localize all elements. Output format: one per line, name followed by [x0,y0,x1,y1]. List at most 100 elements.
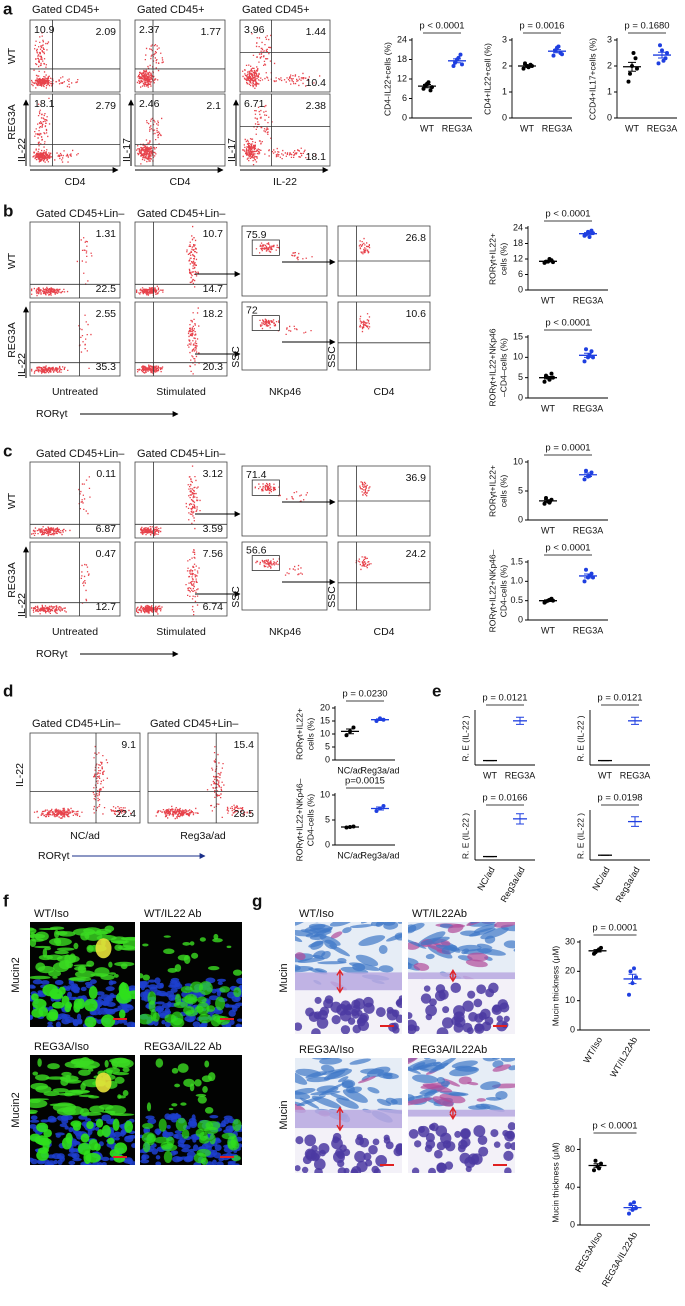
tissue-strand [374,1039,388,1049]
goblet-cell [118,1009,126,1019]
tissue-strand [480,1081,501,1091]
error-bar [628,973,637,985]
mucus [30,1082,49,1090]
tissue-strand [447,924,464,934]
quadrant-value: 6.71 [244,98,265,110]
flow-plot [134,221,228,299]
condition-label: Reg3a/ad [180,830,226,842]
mucus [66,961,73,969]
crypt [468,1011,478,1022]
flow-plot [29,221,121,299]
nucleus [59,1123,68,1128]
image-title: WT/Iso [34,908,69,920]
tissue-strand [466,922,486,926]
x-tick-label: REG3A [573,525,604,535]
crypt [471,1153,483,1165]
data-point [582,477,587,482]
micrograph [295,1039,402,1173]
nucleus [159,982,164,989]
mucus [52,976,58,979]
nucleus [76,1013,82,1021]
tissue-strand [503,1036,514,1046]
quadrant-value: 14.7 [203,283,224,295]
tissue-strand [408,924,417,934]
p-value: p = 0.0001 [592,923,637,934]
gate-label: Gated CD45+ [137,4,205,16]
mucus [208,1072,216,1082]
nucleus [205,1145,212,1151]
p-value: p < 0.0001 [545,543,590,554]
nucleus [216,989,221,997]
p-value: p=0.0015 [345,776,385,787]
p-value: p = 0.0121 [482,693,527,704]
panel-label: f [3,891,9,910]
quadrant-value: 71.4 [246,469,267,481]
nucleus [162,1131,169,1139]
data-point [632,1200,636,1205]
p-value: p < 0.0001 [545,318,590,329]
error-bar [516,716,524,725]
crypt [485,988,495,998]
tissue-strand [508,1065,515,1071]
y-axis-label: RORγt+IL22+NKp46 [487,328,497,406]
event-cloud [358,237,371,255]
x-tick-label: WT [520,123,534,133]
y-tick-label: 2 [607,60,612,70]
data-point [582,579,587,584]
goblet-cell [198,1013,212,1024]
tissue-strand [408,959,421,971]
y-tick-label: 18 [397,54,407,64]
data-point [628,71,632,76]
nucleus [177,1139,185,1146]
p-value: p < 0.0001 [419,21,464,32]
data-point [542,501,547,506]
mucus [204,1060,210,1068]
gate-label: Gated CD45+Lin– [137,208,226,220]
error-bar [584,352,592,358]
mucus [56,947,75,951]
quadrant-value: 3.59 [203,523,224,535]
goblet-cell [101,1014,116,1027]
goblet-cell [197,996,207,1004]
y-tick-label: 0 [518,514,523,524]
nucleus [101,1114,112,1122]
image-title: REG3A/Iso [34,1041,89,1053]
nucleus [84,1118,92,1122]
nucleus [170,987,178,993]
tissue-strand [408,1058,419,1066]
quadrant-value: 24.2 [406,548,427,560]
image-title: REG3A/IL22 Ab [144,1041,222,1053]
condition-label: NKp46 [269,626,301,638]
quadrant-value: 18.2 [203,308,224,320]
tissue-strand [467,952,489,962]
axis-label: SSC [230,346,242,368]
tissue-strand [355,954,379,967]
y-tick-label: 40 [565,1182,575,1192]
axis-label: IL-22 [16,593,28,617]
event-cloud [136,44,164,88]
micrograph [408,1036,515,1173]
tissue-strand [295,964,301,971]
tissue-strand [318,1082,345,1097]
crypt [350,1168,359,1173]
goblet-cell [109,1149,120,1158]
nucleus [127,1160,133,1165]
thickness-arrow [336,969,344,994]
mucus [195,1093,207,1097]
nucleus [147,979,157,983]
error-bar [376,806,384,811]
mucus [82,1065,96,1069]
y-tick-label: 20 [565,966,575,976]
mucus [174,1083,181,1088]
error-bar [346,728,354,735]
goblet-cell [195,1128,205,1138]
event-cloud [254,482,308,503]
tissue-strand [468,1105,487,1111]
nucleus [174,1130,182,1134]
x-tick-label: WT [483,770,497,780]
mucus [78,1069,91,1076]
goblet-cell [38,1006,49,1017]
flow-plot [147,732,259,824]
y-tick-label: 5 [325,741,330,751]
x-tick-label: WT [541,295,555,305]
